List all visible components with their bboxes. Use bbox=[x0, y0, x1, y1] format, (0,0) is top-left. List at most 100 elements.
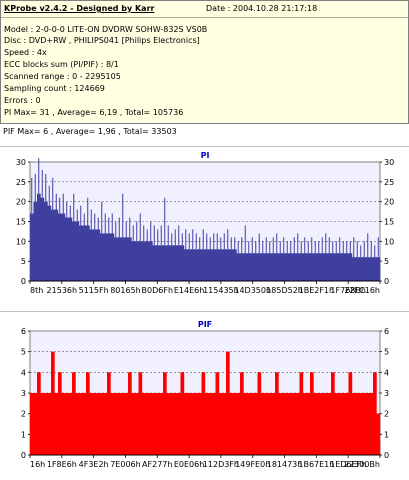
x-tick-label: E14E6h bbox=[174, 286, 204, 295]
pif-bar bbox=[376, 413, 381, 455]
pif-bar bbox=[341, 393, 346, 455]
pi-area-bar bbox=[208, 249, 213, 281]
x-tick-label: 181473h bbox=[267, 460, 303, 469]
pi-area-bar bbox=[138, 241, 143, 281]
pif-bar bbox=[191, 393, 195, 455]
pif-bar bbox=[61, 393, 66, 455]
pif-bar bbox=[268, 393, 272, 455]
pi-area-bar bbox=[89, 229, 94, 281]
pi-area-bar bbox=[103, 233, 108, 281]
y-tick-label-left: 5 bbox=[21, 348, 26, 357]
pi-area-bar bbox=[159, 245, 164, 281]
pif-bar bbox=[44, 393, 48, 455]
pif-bar bbox=[156, 393, 160, 455]
pi-area-bar bbox=[233, 249, 237, 281]
pif-bar bbox=[117, 393, 122, 455]
y-tick-label-left: 6 bbox=[21, 327, 26, 336]
x-tick-label: 1F8E6h bbox=[47, 460, 77, 469]
pi-area-bar bbox=[257, 253, 262, 281]
pi-area-bar bbox=[264, 253, 269, 281]
y-tick-label-right: 1 bbox=[384, 430, 389, 439]
y-tick-label-left: 5 bbox=[21, 257, 26, 266]
pi-area-bar bbox=[54, 209, 59, 281]
pi-area-bar bbox=[51, 209, 55, 281]
y-tick-label-right: 4 bbox=[384, 368, 389, 377]
pi-area-bar bbox=[215, 249, 220, 281]
pif-bar bbox=[138, 372, 143, 455]
pif-bar bbox=[128, 372, 132, 455]
pif-bar bbox=[54, 393, 59, 455]
pif-bar bbox=[149, 393, 153, 455]
pif-bar bbox=[75, 393, 80, 455]
pif-bar bbox=[201, 372, 206, 455]
y-tick-label-left: 0 bbox=[21, 277, 26, 286]
x-tick-label: 4F3E2h bbox=[79, 460, 109, 469]
pif-bar bbox=[369, 393, 374, 455]
pi-area-bar bbox=[177, 245, 181, 281]
pif-bar bbox=[317, 393, 321, 455]
pi-area-bar bbox=[341, 253, 346, 281]
pi-area-bar bbox=[317, 253, 321, 281]
pi-area-bar bbox=[33, 201, 38, 281]
pi-area-bar bbox=[86, 225, 90, 281]
pif-bar bbox=[72, 372, 76, 455]
y-tick-label-left: 1 bbox=[21, 430, 26, 439]
pi-area-bar bbox=[289, 253, 293, 281]
pif-bar bbox=[289, 393, 293, 455]
y-tick-label-right: 6 bbox=[384, 327, 389, 336]
pif-bar bbox=[310, 372, 314, 455]
pif-bar bbox=[250, 393, 255, 455]
pif-bar bbox=[362, 393, 367, 455]
pif-bar bbox=[177, 393, 181, 455]
pi-area-bar bbox=[107, 233, 111, 281]
info-panel: KProbe v2.4.2 - Designed by Karr Date : … bbox=[0, 0, 409, 124]
pi-area-bar bbox=[117, 237, 122, 281]
pi-area-bar bbox=[247, 253, 251, 281]
x-tick-label: 14D350h bbox=[234, 286, 271, 295]
pif-bar bbox=[93, 393, 97, 455]
pif-bar bbox=[257, 372, 262, 455]
pi-area-bar bbox=[296, 253, 300, 281]
pi-area-bar bbox=[191, 249, 195, 281]
pi-area-bar bbox=[135, 241, 139, 281]
pif-bar bbox=[40, 393, 45, 455]
pi-area-bar bbox=[180, 245, 185, 281]
pif-bar bbox=[324, 393, 328, 455]
pif-bar bbox=[320, 393, 325, 455]
y-tick-label-right: 0 bbox=[384, 277, 389, 286]
scan-date: Date : 2004.10.28 21:17:18 bbox=[206, 4, 318, 13]
pif-bar bbox=[275, 372, 279, 455]
info-sampling-count: Sampling count : 124669 bbox=[4, 84, 105, 93]
pi-area-bar bbox=[124, 237, 129, 281]
chart-title: PIF bbox=[198, 320, 212, 329]
y-tick-label-left: 10 bbox=[16, 237, 26, 246]
pi-area-bar bbox=[194, 249, 199, 281]
pi-area-bar bbox=[285, 253, 290, 281]
pi-area-bar bbox=[352, 257, 356, 281]
pif-bar bbox=[271, 393, 276, 455]
pi-area-bar bbox=[166, 245, 171, 281]
x-tick-label: AF277h bbox=[142, 460, 172, 469]
pi-area-bar bbox=[282, 253, 286, 281]
x-tick-label: 1ED6EFh bbox=[330, 460, 366, 469]
pif-bar bbox=[37, 372, 41, 455]
y-tick-label-left: 0 bbox=[21, 451, 26, 460]
pi-area-bar bbox=[152, 245, 157, 281]
pi-area-bar bbox=[376, 257, 381, 281]
pif-chart: PIF 0 0 1 1 2 2 3 3 4 4 5 5 6 6 16h 1F8E6h 4F3E2h 7E006h AF… bbox=[21, 320, 389, 469]
pif-bar bbox=[110, 393, 115, 455]
pi-area-bar bbox=[149, 241, 153, 281]
pif-bar bbox=[170, 393, 174, 455]
pi-area-bar bbox=[320, 253, 325, 281]
pi-area-bar bbox=[30, 213, 34, 281]
pif-bar bbox=[184, 393, 188, 455]
pif-bar bbox=[194, 393, 199, 455]
pif-bar bbox=[261, 393, 265, 455]
info-divider bbox=[1, 17, 408, 18]
pif-bar bbox=[135, 393, 139, 455]
pif-bar bbox=[198, 393, 202, 455]
pif-bar bbox=[65, 393, 69, 455]
pi-area-bar bbox=[65, 217, 69, 281]
pi-area-bar bbox=[229, 249, 234, 281]
pif-bar bbox=[373, 372, 377, 455]
